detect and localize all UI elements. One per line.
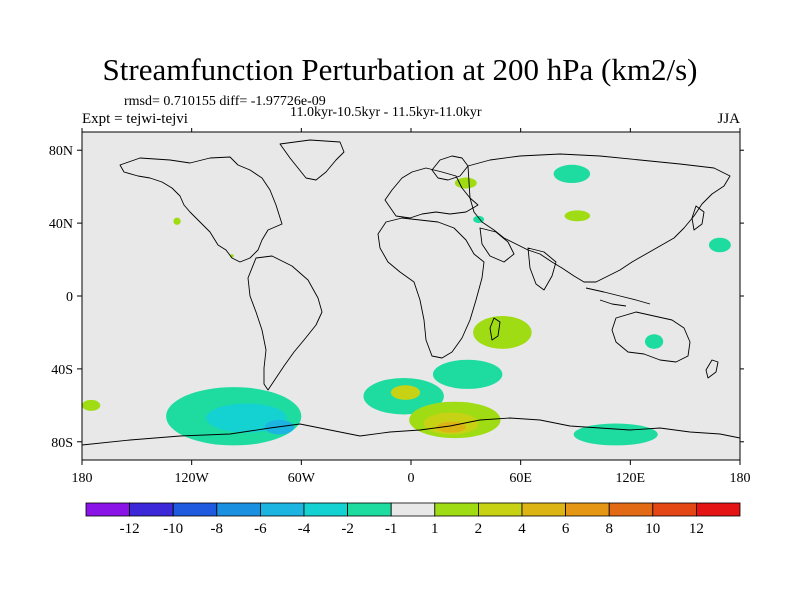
y-tick-label: 40S [51, 363, 73, 378]
period-label: 11.0kyr-10.5kyr - 11.5kyr-11.0kyr [290, 105, 482, 120]
coast-south-america [247, 255, 323, 391]
coast-australia [611, 311, 691, 363]
colorbar-label: 8 [605, 521, 613, 537]
colorbar-label: -1 [385, 521, 398, 537]
colorbar-swatch [259, 502, 305, 517]
colorbar-swatch [347, 502, 392, 517]
colorbar-label: 10 [645, 521, 660, 537]
experiment-label: Expt = tejwi-tejvi [82, 111, 188, 127]
coast-antarctica [82, 417, 740, 446]
chart-title: Streamfunction Perturbation at 200 hPa (… [102, 52, 698, 87]
colorbar-swatch [652, 502, 697, 517]
colorbar-swatch [172, 502, 218, 517]
anomaly-region [173, 217, 181, 225]
anomaly-region [390, 385, 421, 400]
colorbar-swatch [216, 502, 261, 517]
colorbar-swatch [390, 502, 436, 517]
coast-arabia [479, 227, 515, 263]
colorbar-label: -2 [341, 521, 354, 537]
colorbar-swatch [85, 502, 130, 517]
colorbar-label: 1 [431, 521, 439, 537]
x-tick-label: 60E [509, 471, 532, 486]
x-tick-label: 60W [288, 471, 316, 486]
colorbar-label: -12 [120, 521, 140, 537]
map-axes: 180 120W 60W 0 60E 120E 180 80N 40N 0 40S 80S [49, 128, 751, 486]
colorbar-swatch [565, 502, 610, 517]
colorbar-swatch [303, 502, 348, 517]
anomaly-region [553, 164, 591, 184]
colorbar-swatch [434, 502, 479, 517]
season-label: JJA [717, 111, 740, 127]
anomaly-region [564, 210, 591, 222]
x-tick-label: 180 [730, 471, 751, 486]
coast-madagascar [489, 317, 501, 341]
anomaly-field [82, 164, 731, 446]
coast-asia [467, 153, 731, 283]
colorbar-label: 12 [689, 521, 704, 537]
coast-japan [691, 205, 705, 231]
x-tick-label: 120E [616, 471, 646, 486]
colorbar-label: -4 [298, 521, 311, 537]
anomaly-region [473, 316, 532, 349]
anomaly-region [573, 423, 658, 446]
coast-indonesia [585, 287, 651, 307]
x-tick-label: 120W [175, 471, 210, 486]
colorbar-swatch [608, 502, 654, 517]
anomaly-region [644, 334, 664, 349]
colorbar-swatch [129, 502, 174, 517]
colorbar: -12 -10 -8 -6 -4 -2 -1 1 2 4 6 8 10 12 [85, 502, 741, 537]
colorbar-label: 2 [475, 521, 483, 537]
coast-new-zealand [705, 359, 719, 379]
y-tick-label: 80S [51, 436, 73, 451]
anomaly-region [82, 399, 101, 411]
colorbar-label: -10 [163, 521, 183, 537]
colorbar-label: -8 [211, 521, 224, 537]
colorbar-swatch [521, 502, 566, 517]
rmsd-stats: rmsd= 0.710155 diff= -1.97726e-09 [124, 94, 326, 109]
coast-africa [377, 217, 485, 359]
coast-india [527, 247, 557, 291]
anomaly-region [454, 177, 477, 189]
y-tick-label: 80N [49, 144, 73, 159]
coast-north-america [119, 156, 283, 263]
colorbar-label: 6 [562, 521, 570, 537]
anomaly-region [432, 359, 503, 389]
colorbar-label: -6 [254, 521, 267, 537]
colorbar-swatch [477, 502, 523, 517]
coastlines [82, 139, 740, 446]
x-tick-label: 180 [72, 471, 93, 486]
colorbar-swatch [696, 502, 741, 517]
colorbar-label: 4 [518, 521, 526, 537]
anomaly-region [708, 237, 731, 253]
x-tick-label: 0 [408, 471, 415, 486]
coast-greenland [279, 139, 345, 181]
y-tick-label: 40N [49, 217, 73, 232]
y-tick-label: 0 [66, 290, 73, 305]
